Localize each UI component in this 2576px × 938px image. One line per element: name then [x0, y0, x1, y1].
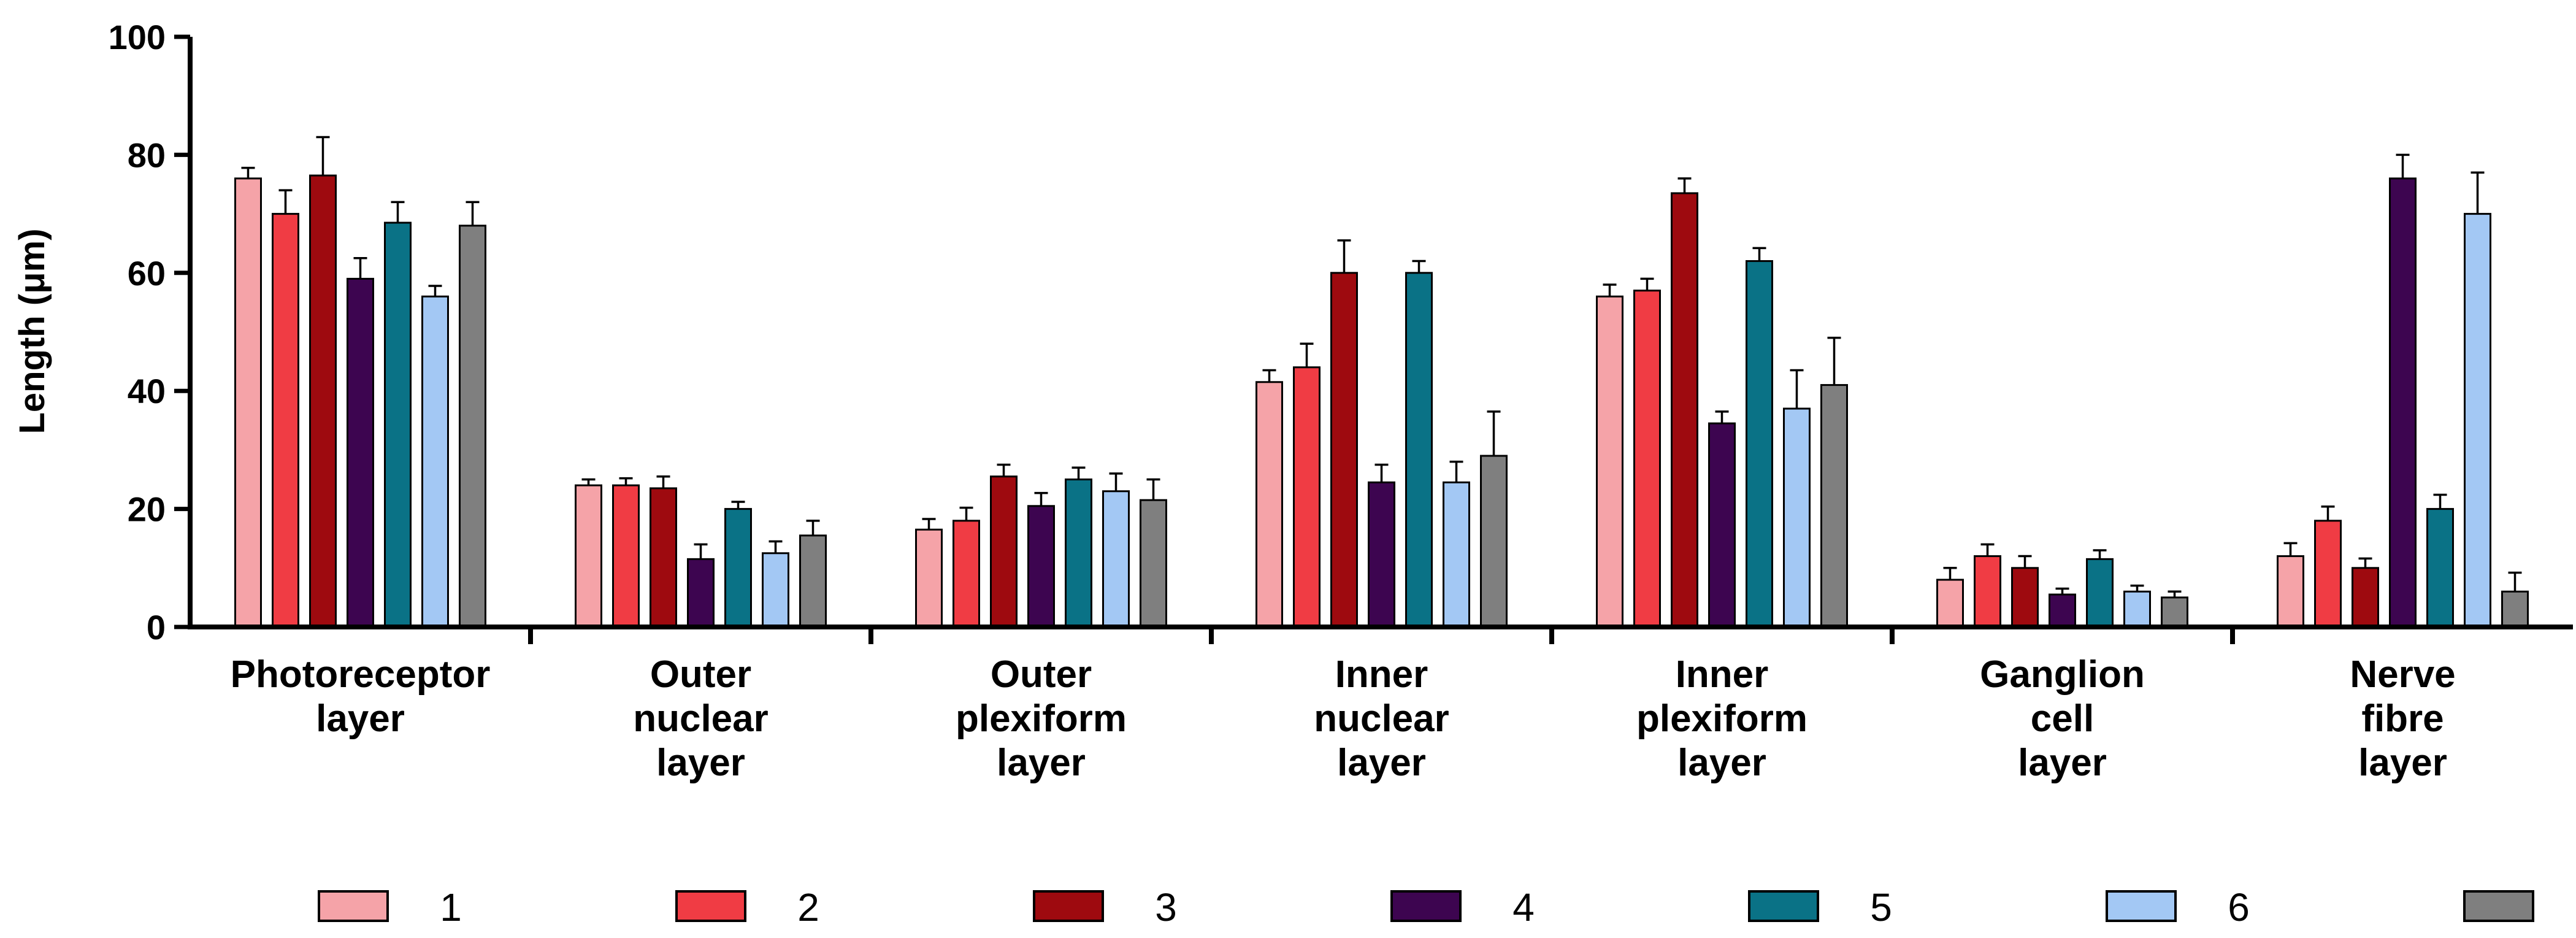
legend-label-1: 1: [440, 885, 462, 929]
legend-label-3: 3: [1155, 885, 1177, 929]
y-tick-label-60: 60: [128, 254, 166, 293]
axes: [188, 37, 2573, 644]
y-ticks: 0 20 40 60 80 100: [109, 18, 190, 647]
bar-series-4-cat-7: [2389, 177, 2417, 628]
bar-series-7-cat-3: [1140, 499, 1167, 628]
bar-series-2-cat-7: [2314, 520, 2342, 628]
bar-series-6-cat-4: [1443, 481, 1470, 628]
bar-series-2-cat-1: [272, 213, 299, 628]
bar-series-7-cat-1: [459, 225, 486, 628]
bar-series-5-cat-3: [1065, 479, 1092, 628]
bar-series-4-cat-4: [1368, 481, 1395, 628]
bar-series-4-cat-5: [1708, 422, 1736, 628]
legend-swatch-3: [1033, 890, 1104, 922]
legend-label-2: 2: [797, 885, 819, 929]
bar-series-5-cat-6: [2086, 558, 2114, 628]
bar-series-4-cat-2: [687, 558, 715, 628]
bar-series-6-cat-7: [2464, 213, 2491, 628]
bar-series-1-cat-7: [2277, 555, 2304, 628]
legend-swatch-2: [675, 890, 746, 922]
y-axis-title: Length (μm): [12, 228, 52, 434]
bar-series-1-cat-2: [575, 484, 602, 628]
bar-series-3-cat-7: [2352, 567, 2379, 628]
bar-series-5-cat-5: [1746, 260, 1773, 628]
bar-series-5-cat-4: [1405, 272, 1433, 628]
category-label-3: Outer plexiform layer: [956, 653, 1127, 784]
bar-series-4-cat-3: [1027, 505, 1055, 628]
legend-swatch-5: [1748, 890, 1819, 922]
y-tick-label-20: 20: [128, 490, 166, 529]
category-label-6: Ganglion cell layer: [1980, 653, 2145, 784]
legend-swatch-6: [2106, 890, 2177, 922]
bar-series-7-cat-5: [1820, 384, 1848, 628]
legend-swatch-7: [2463, 890, 2534, 922]
y-tick-label-100: 100: [109, 18, 166, 56]
y-tick-label-40: 40: [128, 372, 166, 410]
bar-series-7-cat-4: [1480, 455, 1508, 628]
bar-series-2-cat-4: [1293, 366, 1321, 628]
y-tick-label-0: 0: [147, 608, 166, 647]
bar-series-7-cat-7: [2501, 590, 2529, 628]
bar-series-2-cat-6: [1974, 555, 2001, 628]
bar-series-3-cat-3: [990, 475, 1018, 628]
category-label-1: Photoreceptor layer: [231, 653, 491, 740]
bar-series-2-cat-2: [612, 484, 640, 628]
error-bars-layer: [241, 136, 2522, 598]
category-label-2: Outer nuclear layer: [633, 653, 769, 784]
bar-series-1-cat-4: [1255, 381, 1283, 628]
bar-series-3-cat-2: [650, 487, 677, 628]
bar-series-3-cat-4: [1330, 272, 1358, 628]
y-tick-label-80: 80: [128, 136, 166, 174]
bar-series-4-cat-6: [2049, 593, 2076, 628]
bar-series-5-cat-7: [2426, 508, 2454, 628]
bar-series-6-cat-5: [1783, 407, 1811, 628]
bar-series-6-cat-6: [2123, 590, 2151, 628]
category-label-7: Nerve fibre layer: [2350, 653, 2455, 784]
bar-series-3-cat-1: [309, 174, 337, 628]
legend: 1234567: [318, 885, 2534, 929]
bar-series-3-cat-5: [1671, 192, 1698, 628]
bar-series-3-cat-6: [2011, 567, 2039, 628]
bar-series-2-cat-5: [1633, 290, 1661, 628]
legend-swatch-1: [318, 890, 389, 922]
category-label-4: Inner nuclear layer: [1314, 653, 1449, 784]
bar-series-1-cat-3: [915, 528, 943, 628]
bars-layer: [234, 174, 2529, 628]
category-labels: Photoreceptor layer Outer nuclear layer Outer…: [231, 653, 2456, 784]
legend-swatch-4: [1390, 890, 1462, 922]
category-label-5: Inner plexiform layer: [1636, 653, 1807, 784]
bar-series-1-cat-1: [234, 177, 262, 628]
bar-series-2-cat-3: [953, 520, 980, 628]
bar-series-5-cat-2: [724, 508, 752, 628]
bar-series-4-cat-1: [347, 277, 374, 628]
bar-series-1-cat-5: [1596, 295, 1623, 628]
bar-series-6-cat-2: [762, 552, 789, 628]
bar-series-5-cat-1: [384, 221, 412, 628]
bar-series-6-cat-1: [421, 295, 449, 628]
bar-series-7-cat-2: [799, 534, 827, 628]
legend-label-5: 5: [1870, 885, 1892, 929]
legend-label-4: 4: [1512, 885, 1535, 929]
bar-series-1-cat-6: [1936, 579, 1964, 628]
legend-label-6: 6: [2228, 885, 2250, 929]
bar-series-6-cat-3: [1102, 490, 1130, 628]
bar-series-7-cat-6: [2161, 596, 2188, 628]
